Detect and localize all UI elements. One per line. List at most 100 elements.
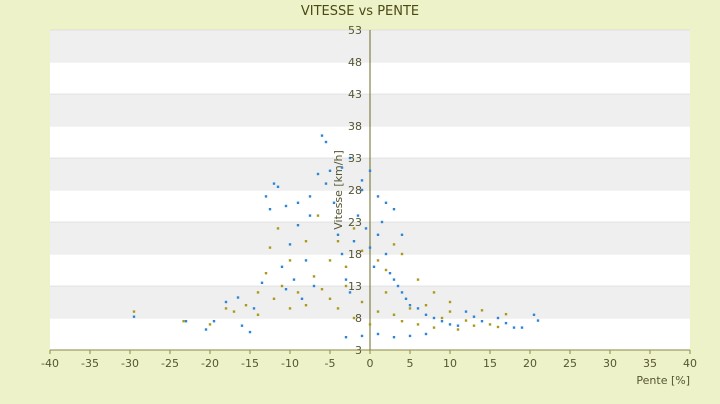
data-point <box>276 227 280 230</box>
data-point <box>288 243 292 246</box>
data-point <box>480 309 484 312</box>
data-point <box>364 227 368 230</box>
data-point <box>368 323 372 326</box>
data-point <box>424 304 428 307</box>
data-point <box>256 291 260 294</box>
data-point <box>184 320 188 323</box>
data-point <box>456 324 460 327</box>
data-point <box>340 166 344 169</box>
y-tick-label: 33 <box>348 152 362 165</box>
data-point <box>472 324 476 327</box>
data-point <box>292 278 296 281</box>
x-axis-label: Pente [%] <box>636 374 690 387</box>
x-tick-label: 5 <box>407 357 414 370</box>
data-point <box>392 278 396 281</box>
data-point <box>304 240 308 243</box>
data-point <box>272 297 276 300</box>
data-point <box>316 172 320 176</box>
data-points <box>132 134 540 339</box>
data-point <box>248 330 252 334</box>
data-point <box>328 259 332 262</box>
data-point <box>424 313 428 316</box>
x-tick-label: 30 <box>603 357 617 370</box>
data-point <box>432 291 436 294</box>
data-point <box>360 249 364 252</box>
data-point <box>252 307 256 310</box>
data-point <box>352 227 356 230</box>
data-point <box>320 288 324 291</box>
y-tick-label: 23 <box>348 216 362 229</box>
data-point <box>360 179 364 182</box>
x-tick-label: 25 <box>563 357 577 370</box>
data-point <box>440 316 444 320</box>
data-point <box>312 275 316 278</box>
data-point <box>416 278 420 281</box>
data-point <box>376 310 380 313</box>
data-point <box>336 240 340 243</box>
data-point <box>368 169 372 172</box>
data-point <box>304 304 308 307</box>
data-point <box>324 140 328 144</box>
data-point <box>212 320 216 323</box>
data-point <box>384 291 388 294</box>
data-point <box>392 313 396 316</box>
data-point <box>288 307 292 310</box>
data-point <box>384 201 388 204</box>
data-point <box>448 310 452 313</box>
data-point <box>352 240 356 243</box>
data-point <box>328 169 332 172</box>
data-point <box>182 320 185 323</box>
data-point <box>344 284 348 288</box>
data-point <box>400 320 404 323</box>
data-point <box>396 284 400 288</box>
data-point <box>456 328 460 331</box>
y-tick-label: 43 <box>348 88 362 101</box>
data-point <box>536 319 540 322</box>
x-tick-label: 0 <box>367 357 374 370</box>
data-point <box>504 321 508 325</box>
data-point <box>348 156 352 160</box>
data-point <box>356 214 360 217</box>
data-point <box>344 278 348 281</box>
data-point <box>440 320 444 323</box>
data-point <box>336 307 340 310</box>
data-point <box>404 297 408 300</box>
data-point <box>376 233 380 236</box>
data-point <box>448 323 452 326</box>
data-point <box>208 323 212 326</box>
data-point <box>432 326 436 329</box>
data-point <box>392 336 396 339</box>
data-point <box>352 316 356 320</box>
data-point <box>532 313 536 316</box>
data-point <box>240 324 244 327</box>
data-point <box>264 272 268 275</box>
data-point <box>288 259 292 262</box>
x-tick-label: 35 <box>643 357 657 370</box>
data-point <box>416 323 420 326</box>
data-point <box>400 233 404 236</box>
y-tick-label: 13 <box>348 280 362 293</box>
data-point <box>236 296 240 299</box>
data-point <box>360 188 364 192</box>
data-point <box>448 300 452 304</box>
data-point <box>488 323 492 326</box>
data-point <box>424 332 428 336</box>
data-point <box>308 195 312 198</box>
data-point <box>320 134 324 137</box>
data-point <box>304 259 308 262</box>
y-tick-label: 18 <box>348 248 362 261</box>
data-point <box>296 201 300 204</box>
data-point <box>480 320 484 323</box>
data-point <box>408 307 412 310</box>
data-point <box>308 214 312 217</box>
data-point <box>268 208 272 211</box>
x-tick-labels: -40 -35 -30 -25 -20 -15 -10 -5 0 5 10 15 20 25 30 35 40 <box>41 350 697 370</box>
x-tick-label: -15 <box>241 357 259 370</box>
data-point <box>224 307 228 310</box>
data-point <box>132 315 136 318</box>
data-point <box>376 195 380 198</box>
data-point <box>496 325 500 329</box>
x-tick-label: -5 <box>325 357 336 370</box>
